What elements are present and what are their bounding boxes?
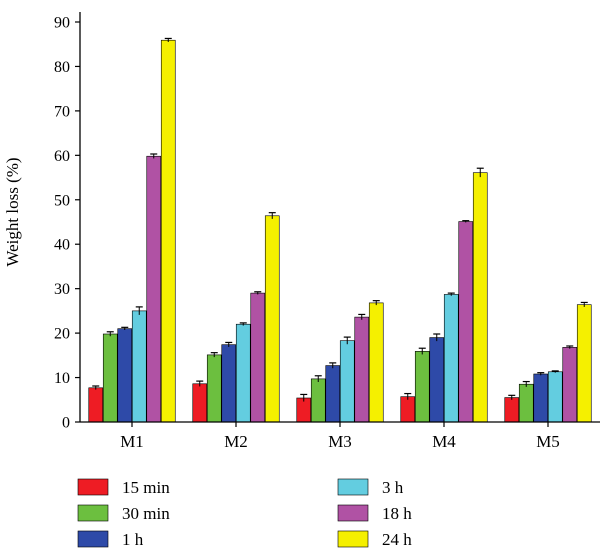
bar-m5-30-min xyxy=(518,383,534,423)
legend-swatch-30-min xyxy=(77,504,109,522)
y-tick-label: 60 xyxy=(54,148,70,165)
x-category-label: M4 xyxy=(432,432,456,451)
legend-swatch-24-h xyxy=(337,530,369,548)
bar-m3-30-min xyxy=(310,378,326,423)
y-tick-label: 50 xyxy=(54,192,70,209)
bar-m2-15-min xyxy=(192,383,208,423)
x-category-label: M3 xyxy=(328,432,352,451)
bar-m5-1-h xyxy=(533,373,549,423)
bar-m5-24-h xyxy=(576,304,592,423)
y-ticks: 0 10 20 30 40 50 60 70 80 90 xyxy=(54,15,80,432)
x-category-label: M5 xyxy=(536,432,560,451)
legend-label: 30 min xyxy=(122,504,170,523)
y-tick-label: 0 xyxy=(62,415,70,432)
legend-label: 15 min xyxy=(122,478,170,497)
bar-m4-24-h xyxy=(472,172,488,423)
bar-m3-18-h xyxy=(354,316,370,423)
y-tick-label: 20 xyxy=(54,326,70,343)
bar-m2-30-min xyxy=(206,354,222,423)
bar-m2-24-h xyxy=(264,215,280,423)
legend-label: 1 h xyxy=(122,530,144,549)
bar-m3-15-min xyxy=(296,397,312,423)
legend-swatch-15-min xyxy=(77,478,109,496)
bar-m2-3-h xyxy=(235,323,251,423)
error-bars xyxy=(92,37,588,402)
x-category-label: M1 xyxy=(120,432,144,451)
y-axis-title: Weight loss (%) xyxy=(3,157,22,266)
bar-m4-3-h xyxy=(443,294,459,423)
legend-label: 3 h xyxy=(382,478,404,497)
x-category-label: M2 xyxy=(224,432,248,451)
y-tick-label: 10 xyxy=(54,370,70,387)
bar-m4-18-h xyxy=(458,221,474,423)
legend-swatch-3-h xyxy=(337,478,369,496)
plot-area: 0 10 20 30 40 50 60 70 80 90 M1 M2 M3 M4 M5 xyxy=(54,12,600,451)
bar-m1-24-h xyxy=(160,39,176,423)
y-tick-label: 80 xyxy=(54,59,70,76)
bar-m5-3-h xyxy=(547,371,563,423)
bar-m5-18-h xyxy=(562,347,578,423)
bar-m1-30-min xyxy=(102,333,118,423)
bar-m3-3-h xyxy=(339,340,355,423)
bar-m3-1-h xyxy=(325,365,341,423)
bar-m2-18-h xyxy=(250,292,266,423)
legend: 15 min 30 min 1 h 3 h 18 h 24 h xyxy=(77,478,412,549)
bar-m4-1-h xyxy=(429,337,445,423)
y-tick-label: 40 xyxy=(54,237,70,254)
bar-m4-15-min xyxy=(400,396,416,423)
y-tick-label: 30 xyxy=(54,281,70,298)
bar-m1-15-min xyxy=(88,387,104,423)
legend-label: 18 h xyxy=(382,504,412,523)
legend-label: 24 h xyxy=(382,530,412,549)
bar-m1-3-h xyxy=(131,310,147,423)
bar-m1-18-h xyxy=(146,155,162,423)
y-tick-label: 90 xyxy=(54,15,70,32)
bar-m1-1-h xyxy=(117,328,133,423)
bar-m3-24-h xyxy=(368,302,384,423)
bar-m4-30-min xyxy=(414,351,430,423)
legend-swatch-18-h xyxy=(337,504,369,522)
y-tick-label: 70 xyxy=(54,103,70,120)
legend-swatch-1-h xyxy=(77,530,109,548)
bars xyxy=(88,39,592,423)
bar-m2-1-h xyxy=(221,344,237,423)
bar-m5-15-min xyxy=(504,397,520,423)
x-category-labels: M1 M2 M3 M4 M5 xyxy=(120,422,560,451)
